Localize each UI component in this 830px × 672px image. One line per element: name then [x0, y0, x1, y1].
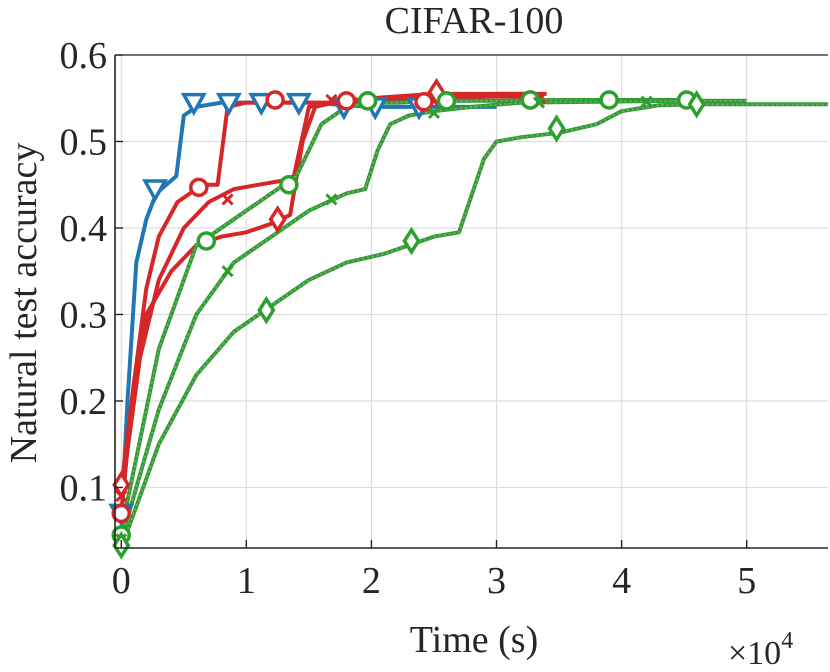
- marker-red-cross: [221, 193, 234, 206]
- series-line-red-cross: [119, 94, 534, 497]
- series-line-red-circle: [119, 91, 547, 514]
- marker-green-circle: [436, 91, 457, 111]
- series-line-dots-green-cross: [120, 100, 747, 540]
- marker-green-circle: [599, 90, 619, 110]
- axes: [114, 54, 828, 549]
- x-tick-label: 0: [112, 560, 131, 602]
- y-axis-label: Natural test accuracy: [3, 143, 45, 464]
- x-multiplier: ×104: [728, 628, 793, 672]
- marker-green-diamond: [687, 90, 706, 119]
- y-tick-label: 0.4: [60, 208, 108, 250]
- marker-green-cross: [640, 95, 653, 108]
- series-line-green-circle: [119, 98, 697, 532]
- marker-red-diamond: [112, 470, 131, 500]
- marker-blue-triangle: [215, 92, 242, 117]
- y-tick-label: 0.3: [60, 294, 108, 336]
- marker-red-circle: [111, 503, 132, 524]
- marker-green-circle: [196, 231, 217, 251]
- x-tick-label: 5: [737, 560, 756, 602]
- marker-green-diamond: [402, 226, 421, 256]
- marker-blue-triangle: [180, 92, 207, 117]
- marker-red-circle: [414, 91, 434, 112]
- marker-green-cross: [221, 265, 234, 278]
- marker-green-diamond: [257, 295, 276, 325]
- marker-green-cross: [427, 106, 441, 120]
- series-line-green-cross: [119, 98, 747, 540]
- y-tick-label: 0.1: [60, 467, 108, 509]
- series-line-green-diamond: [119, 102, 828, 549]
- x-tick-label: 4: [612, 560, 631, 602]
- marker-green-diamond: [547, 114, 566, 143]
- x-tick-label: 2: [362, 560, 381, 602]
- series-line-blue-triangle: [119, 100, 497, 523]
- marker-green-circle: [279, 174, 299, 195]
- marker-green-circle: [357, 91, 378, 111]
- markers-group: [108, 77, 706, 560]
- grid: [115, 54, 828, 548]
- x-tick-label: 3: [487, 560, 506, 602]
- marker-red-circle: [265, 90, 285, 110]
- tick-labels: 0 1 2 3 4 5 0.1 0.2 0.3 0.4 0.5 0.6: [60, 35, 757, 602]
- marker-red-circle: [189, 177, 209, 198]
- y-tick-label: 0.2: [60, 381, 108, 423]
- marker-green-cross: [532, 96, 546, 109]
- series-line-dots-green-circle: [120, 99, 697, 531]
- y-tick-label: 0.6: [60, 35, 108, 77]
- x-multiplier-base: ×10: [728, 635, 781, 672]
- y-tick-label: 0.5: [60, 121, 108, 163]
- marker-blue-triangle: [142, 179, 169, 203]
- marker-green-cross: [325, 193, 338, 206]
- marker-red-diamond: [268, 205, 287, 234]
- x-axis-label: Time (s): [410, 619, 538, 661]
- series-group: [119, 91, 828, 549]
- marker-red-circle: [336, 91, 357, 111]
- chart-title: CIFAR-100: [385, 0, 564, 42]
- x-tick-label: 1: [237, 560, 256, 602]
- series-line-red-diamond: [119, 91, 534, 488]
- marker-red-cross: [325, 93, 338, 107]
- series-line-dots-green-diamond: [120, 103, 828, 549]
- x-multiplier-exponent: 4: [781, 628, 793, 654]
- marker-blue-triangle: [285, 92, 312, 117]
